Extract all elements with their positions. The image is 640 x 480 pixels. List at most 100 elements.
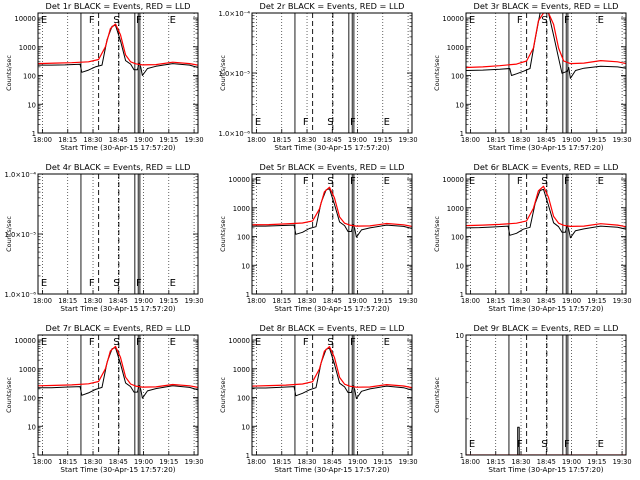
detector-panel: Det 6r BLACK = Events, RED = LLD 1 10 100 10… (433, 162, 632, 313)
region-label: F (564, 176, 570, 187)
x-tick-label: 18:45 (323, 297, 342, 305)
x-tick-label: 18:15 (486, 297, 505, 305)
x-tick-label: 18:30 (298, 297, 317, 305)
panel-title: Det 2r BLACK = Events, RED = LLD (260, 1, 405, 11)
y-tick-label: 1 (246, 452, 250, 460)
x-tick-label: 18:30 (84, 297, 103, 305)
y-tick-label: 1 (460, 291, 464, 299)
y-tick-label: 10000 (442, 15, 464, 23)
x-tick-label: 19:00 (562, 458, 581, 466)
region-label: E (255, 117, 261, 128)
region-label: F (517, 439, 523, 450)
x-tick-label: 19:00 (134, 458, 153, 466)
y-tick-label: 1000 (233, 205, 250, 213)
x-axis-label: Start Time (30-Apr-15 17:57:20) (60, 143, 175, 152)
y-tick-label: 1 (32, 130, 36, 138)
x-tick-label: 18:00 (247, 458, 266, 466)
x-tick-label: 18:30 (512, 458, 531, 466)
x-tick-label: 18:45 (323, 136, 342, 144)
plot-frame (251, 12, 413, 134)
detector-panel: Det 4r BLACK = Events, RED = LLD 1.0×10⁻⁶… (5, 162, 204, 313)
x-tick-label: 18:45 (109, 458, 128, 466)
y-tick-label: 1000 (447, 44, 464, 52)
region-label: F (350, 176, 356, 187)
x-tick-label: 19:30 (613, 297, 632, 305)
x-tick-label: 18:45 (323, 458, 342, 466)
y-tick-label: 10 (241, 262, 250, 270)
y-tick-label: 100 (23, 73, 36, 81)
x-tick-label: 19:30 (185, 136, 204, 144)
y-tick-label: 100 (23, 395, 36, 403)
x-tick-label: 18:15 (58, 458, 77, 466)
region-label: E (598, 176, 604, 187)
region-label: E (170, 337, 176, 348)
y-tick-label: 1.0×10⁻⁶ (219, 130, 251, 138)
region-label: F (136, 278, 142, 289)
region-label: F (517, 15, 523, 26)
region-label: F (89, 337, 95, 348)
y-axis-label: Counts/sec (5, 377, 13, 413)
x-tick-label: 18:30 (84, 458, 103, 466)
region-label: F (350, 337, 356, 348)
x-tick-label: 18:15 (272, 297, 291, 305)
x-axis-label: Start Time (30-Apr-15 17:57:20) (274, 465, 389, 474)
y-axis-label: Counts/sec (433, 55, 441, 91)
x-axis-label: Start Time (30-Apr-15 17:57:20) (488, 304, 603, 313)
y-tick-label: 1.0×10⁻⁴ (5, 171, 37, 179)
panel-title: Det 5r BLACK = Events, RED = LLD (260, 162, 405, 172)
y-tick-label: 100 (451, 73, 464, 81)
x-tick-label: 18:15 (272, 458, 291, 466)
x-tick-label: 18:30 (512, 136, 531, 144)
region-label: S (327, 337, 333, 348)
x-tick-label: 19:30 (399, 136, 418, 144)
x-tick-label: 18:30 (512, 297, 531, 305)
y-tick-label: 10000 (228, 337, 250, 345)
region-label: E (41, 337, 47, 348)
region-label: S (113, 15, 119, 26)
x-tick-label: 18:15 (486, 136, 505, 144)
y-tick-label: 10000 (228, 176, 250, 184)
x-tick-label: 18:30 (298, 136, 317, 144)
y-tick-label: 1000 (19, 44, 36, 52)
plot-frame (465, 173, 627, 295)
x-tick-label: 18:30 (84, 136, 103, 144)
region-label: F (350, 117, 356, 128)
y-axis-label: Counts/sec (5, 55, 13, 91)
y-tick-label: 1 (32, 452, 36, 460)
x-tick-label: 18:15 (58, 136, 77, 144)
detector-panel: Det 5r BLACK = Events, RED = LLD 1 10 100 10… (219, 162, 418, 313)
x-tick-label: 18:00 (461, 458, 480, 466)
x-tick-label: 18:00 (247, 136, 266, 144)
x-tick-label: 18:45 (537, 458, 556, 466)
region-label: E (170, 15, 176, 26)
x-tick-label: 19:30 (185, 458, 204, 466)
detector-panel: Det 9r BLACK = Events, RED = LLD 1 10 Count… (433, 323, 632, 474)
region-label: S (113, 278, 119, 289)
lld-series-line (252, 346, 412, 389)
region-label: E (41, 15, 47, 26)
y-tick-label: 10000 (14, 15, 36, 23)
y-tick-label: 10 (455, 101, 464, 109)
x-tick-label: 18:00 (33, 136, 52, 144)
x-tick-label: 19:15 (159, 458, 178, 466)
x-tick-label: 19:15 (159, 297, 178, 305)
region-label: F (136, 15, 142, 26)
x-tick-label: 18:45 (109, 297, 128, 305)
x-axis-label: Start Time (30-Apr-15 17:57:20) (488, 143, 603, 152)
x-tick-label: 18:45 (109, 136, 128, 144)
y-axis-label: Counts/sec (433, 216, 441, 252)
lld-series-line (38, 23, 198, 66)
y-tick-label: 10 (455, 332, 464, 340)
x-tick-label: 19:00 (134, 136, 153, 144)
x-tick-label: 18:15 (486, 458, 505, 466)
y-tick-label: 1 (246, 291, 250, 299)
y-tick-label: 1.0×10⁻⁶ (5, 291, 37, 299)
region-label: S (541, 176, 547, 187)
events-series-line (252, 347, 412, 400)
x-tick-label: 19:15 (373, 136, 392, 144)
region-label: F (89, 15, 95, 26)
region-label: F (303, 337, 309, 348)
region-label: E (255, 176, 261, 187)
region-label: F (303, 117, 309, 128)
